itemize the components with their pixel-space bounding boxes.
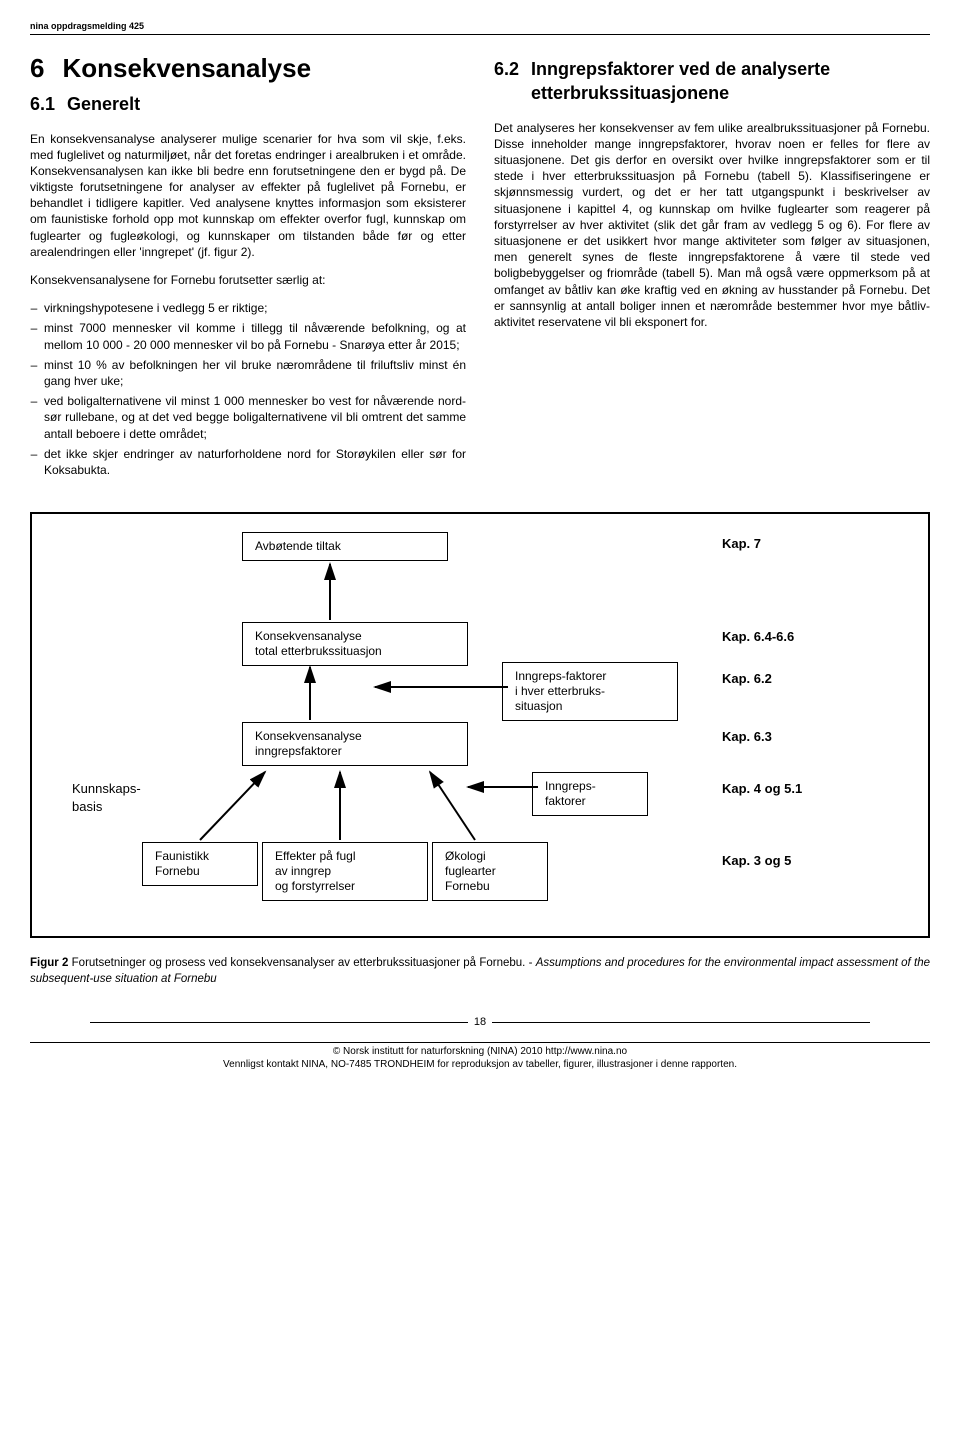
paragraph: Konsekvensanalysene for Fornebu forutset…: [30, 272, 466, 288]
section-heading: 6.2 Inngrepsfaktorer ved de analyserte e…: [494, 57, 930, 106]
chapter-title: Konsekvensanalyse: [62, 51, 311, 86]
node-total: Konsekvensanalyse total etterbrukssituas…: [242, 622, 468, 666]
paragraph: En konsekvensanalyse analyserer mulige s…: [30, 131, 466, 261]
kap-62: Kap. 6.2: [722, 670, 772, 688]
kap-35: Kap. 3 og 5: [722, 852, 791, 870]
node-avbotende: Avbøtende tiltak: [242, 532, 448, 561]
kap-6466: Kap. 6.4-6.6: [722, 628, 794, 646]
figure-caption: Figur 2 Forutsetninger og prosess ved ko…: [30, 956, 930, 987]
figure-2-frame: Avbøtende tiltak Konsekvensanalyse total…: [30, 512, 930, 938]
list-item: virkningshypotesene i vedlegg 5 er rikti…: [44, 300, 466, 316]
section-title: Generelt: [67, 92, 140, 116]
footer-line-2: Vennligst kontakt NINA, NO-7485 TRONDHEI…: [30, 1058, 930, 1072]
kap-451: Kap. 4 og 5.1: [722, 780, 802, 798]
left-column: 6 Konsekvensanalyse 6.1 Generelt En kons…: [30, 51, 466, 490]
paragraph: Det analyseres her konsekvenser av fem u…: [494, 120, 930, 330]
list-item: det ikke skjer endringer av naturforhold…: [44, 446, 466, 478]
list-item: ved boligalternativene vil minst 1 000 m…: [44, 393, 466, 442]
chapter-heading: 6 Konsekvensanalyse: [30, 51, 466, 86]
kap-7: Kap. 7: [722, 535, 761, 553]
chapter-number: 6: [30, 51, 44, 86]
section-heading: 6.1 Generelt: [30, 92, 466, 116]
caption-text: Forutsetninger og prosess ved konsekvens…: [68, 957, 535, 969]
page-number: 18: [30, 1015, 930, 1030]
flowchart: Avbøtende tiltak Konsekvensanalyse total…: [62, 532, 898, 912]
list-item: minst 7000 mennesker vil komme i tillegg…: [44, 320, 466, 352]
two-column-body: 6 Konsekvensanalyse 6.1 Generelt En kons…: [30, 51, 930, 490]
section-number: 6.2: [494, 57, 519, 81]
node-effekter: Effekter på fugl av inngrep og forstyrre…: [262, 842, 428, 901]
right-column: 6.2 Inngrepsfaktorer ved de analyserte e…: [494, 51, 930, 490]
assumption-list: virkningshypotesene i vedlegg 5 er rikti…: [30, 300, 466, 478]
footer: © Norsk institutt for naturforskning (NI…: [30, 1042, 930, 1072]
node-kons-inngrep: Konsekvensanalyse inngrepsfaktorer: [242, 722, 468, 766]
node-inngrep-situasjon: Inngreps-faktorer i hver etterbruks- sit…: [502, 662, 678, 721]
caption-label: Figur 2: [30, 957, 68, 969]
list-item: minst 10 % av befolkningen her vil bruke…: [44, 357, 466, 389]
node-inngrep-fakt: Inngreps- faktorer: [532, 772, 648, 816]
footer-line-1: © Norsk institutt for naturforskning (NI…: [30, 1045, 930, 1059]
node-faunistikk: Faunistikk Fornebu: [142, 842, 258, 886]
label-kunnskap: Kunnskaps- basis: [72, 780, 141, 815]
section-title: Inngrepsfaktorer ved de analyserte etter…: [531, 57, 930, 106]
running-header: nina oppdragsmelding 425: [30, 20, 930, 35]
node-okologi: Økologi fuglearter Fornebu: [432, 842, 548, 901]
section-number: 6.1: [30, 92, 55, 116]
kap-63: Kap. 6.3: [722, 728, 772, 746]
